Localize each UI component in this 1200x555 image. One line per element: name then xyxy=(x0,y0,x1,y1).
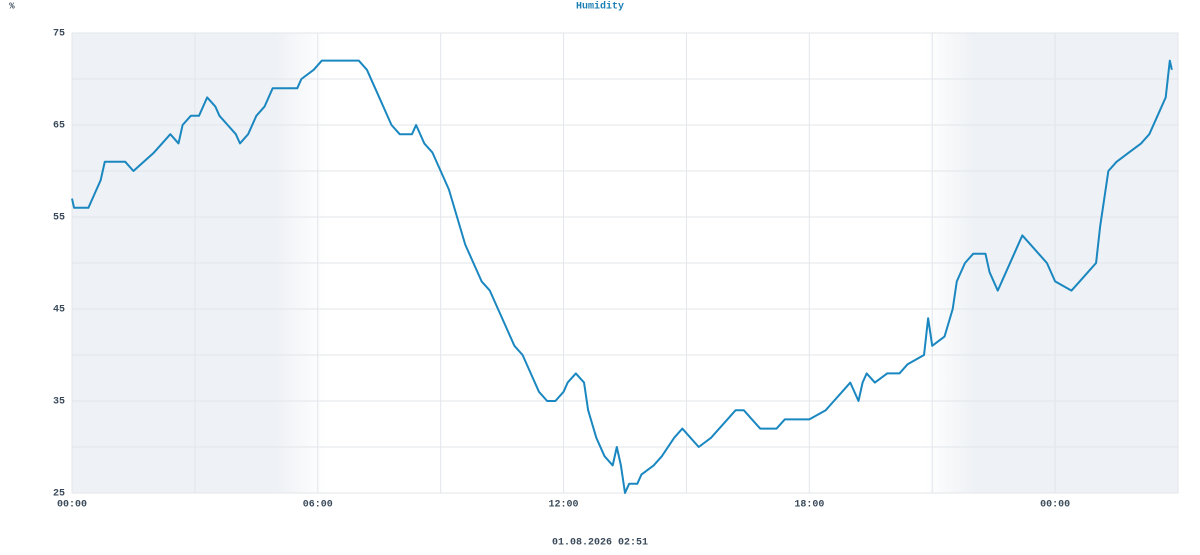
x-tick-label: 00:00 xyxy=(57,500,87,511)
y-tick-label: 45 xyxy=(53,305,65,316)
y-axis-label: % xyxy=(9,1,15,11)
line xyxy=(71,59,1173,494)
y-tick-label: 75 xyxy=(53,29,65,40)
y-tick-label: 55 xyxy=(53,213,65,224)
y-tick-label: 25 xyxy=(53,489,65,500)
x-tick-label: 18:00 xyxy=(794,500,824,511)
y-tick-label: 35 xyxy=(53,397,65,408)
x-tick-label: 06:00 xyxy=(303,500,333,511)
x-tick-label: 12:00 xyxy=(549,500,579,511)
x-tick-label: 00:00 xyxy=(1040,500,1070,511)
y-tick-label: 65 xyxy=(53,121,65,132)
x-axis-label: 01.08.2026 02:51 xyxy=(552,538,648,549)
chart-title: Humidity xyxy=(576,1,624,13)
